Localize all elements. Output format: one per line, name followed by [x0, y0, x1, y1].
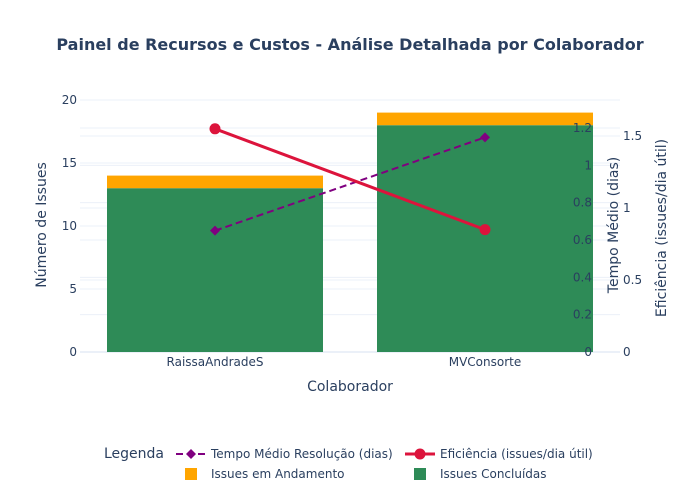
legend-label: Eficiência (issues/dia útil) — [440, 447, 593, 461]
legend-label: Tempo Médio Resolução (dias) — [210, 447, 393, 461]
legend-label: Issues em Andamento — [211, 467, 345, 481]
y2-tick-label: 1.2 — [573, 121, 592, 135]
marker-circle-1 — [479, 224, 491, 236]
y2-axis-title: Tempo Médio (dias) — [606, 157, 622, 294]
legend: Legenda Tempo Médio Resolução (dias) Efic… — [104, 446, 593, 481]
y3-tick-label: 1 — [623, 201, 631, 215]
bar-issues-em-andamento-1 — [377, 112, 593, 126]
legend-label: Issues Concluídas — [440, 467, 547, 481]
y-tick-label: 20 — [62, 93, 77, 107]
legend-item-3: Issues Concluídas — [414, 467, 547, 481]
bars-layer — [107, 112, 593, 352]
y2-tick-label: 0.2 — [573, 308, 592, 322]
y3-axis-title: Eficiência (issues/dia útil) — [654, 139, 670, 317]
lines-layer — [209, 123, 491, 236]
x-tick-label: MVConsorte — [449, 355, 522, 369]
y-axis-title: Número de Issues — [34, 162, 50, 288]
x-axis-title: Colaborador — [307, 379, 393, 395]
y2-tick-label: 0.4 — [573, 270, 592, 284]
y-axis-ticks: 0 5 10 15 20 — [62, 93, 77, 359]
marker-diamond-0 — [210, 225, 220, 236]
y2-axis-ticks: 0 0.2 0.4 0.6 0.8 1 1.2 — [573, 121, 592, 359]
legend-swatch-box — [185, 468, 197, 480]
y2-tick-label: 0.8 — [573, 196, 592, 210]
bar-issues-em-andamento-0 — [107, 175, 323, 189]
legend-swatch-marker — [186, 449, 196, 459]
legend-title: Legenda — [104, 446, 164, 462]
y2-tick-label: 0.6 — [573, 233, 592, 247]
chart-title: Painel de Recursos e Custos - Análise De… — [56, 35, 643, 54]
y-tick-label: 5 — [69, 282, 77, 296]
bar-issues-conclu-das-1 — [377, 125, 593, 352]
line-y2 — [214, 136, 486, 232]
x-tick-label: RaissaAndradeS — [167, 355, 264, 369]
y2-tick-label: 0 — [584, 345, 592, 359]
y3-tick-label: 0.5 — [623, 273, 642, 287]
legend-item-1: Eficiência (issues/dia útil) — [405, 447, 593, 461]
marker-diamond-1 — [480, 132, 490, 143]
legend-item-2: Issues em Andamento — [185, 467, 345, 481]
legend-swatch-box — [414, 468, 426, 480]
y3-tick-label: 1.5 — [623, 129, 642, 143]
legend-swatch-marker — [414, 448, 426, 460]
bar-issues-conclu-das-0 — [107, 188, 323, 352]
x-axis-ticks: RaissaAndradeS MVConsorte — [167, 355, 522, 369]
y-tick-label: 0 — [69, 345, 77, 359]
y-tick-label: 10 — [62, 219, 77, 233]
legend-item-0: Tempo Médio Resolução (dias) — [176, 447, 393, 461]
y3-tick-label: 0 — [623, 345, 631, 359]
marker-circle-0 — [209, 123, 221, 135]
y3-axis-ticks: 0 0.5 1 1.5 — [623, 129, 642, 359]
y-tick-label: 15 — [62, 156, 77, 170]
y2-tick-label: 1 — [584, 158, 592, 172]
line-y3 — [214, 127, 486, 232]
